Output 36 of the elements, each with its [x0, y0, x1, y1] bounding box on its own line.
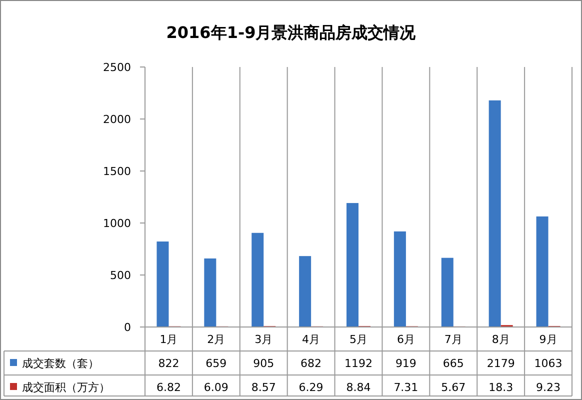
y-tick-label: 1000: [103, 217, 131, 230]
legend-label: 成交面积（万方）: [22, 381, 110, 394]
data-label: 5.67: [441, 381, 466, 394]
x-tick-label: 6月: [396, 333, 415, 346]
data-label: 8.57: [251, 381, 276, 394]
data-label: 8.84: [346, 381, 371, 394]
y-tick-label: 2000: [103, 113, 131, 126]
x-tick-label: 2月: [207, 333, 226, 346]
data-label: 1063: [534, 357, 562, 370]
x-tick-label: 3月: [254, 333, 273, 346]
data-label: 6.09: [204, 381, 228, 394]
data-label: 9.23: [536, 381, 561, 394]
y-tick-label: 1500: [103, 165, 131, 178]
y-tick-label: 2500: [103, 61, 131, 74]
x-tick-label: 9月: [539, 333, 558, 346]
data-label: 1192: [344, 357, 372, 370]
x-tick-label: 4月: [302, 333, 320, 346]
y-tick-label: 0: [124, 321, 131, 334]
data-label: 919: [395, 357, 416, 370]
data-label: 659: [206, 357, 227, 370]
x-tick-label: 7月: [444, 333, 462, 346]
data-label: 6.29: [298, 381, 324, 394]
x-tick-label: 8月: [492, 333, 510, 346]
legend-label: 成交套数（套）: [22, 357, 99, 370]
chart-title: 2016年1-9月景洪商品房成交情况: [166, 23, 417, 42]
x-tick-label: 1月: [160, 333, 178, 346]
data-label: 665: [442, 357, 464, 370]
data-label: 682: [300, 357, 322, 370]
data-label: 2179: [486, 357, 515, 370]
data-label: 7.31: [394, 381, 418, 394]
y-tick-label: 500: [110, 269, 131, 282]
data-label: 905: [253, 357, 274, 370]
data-label: 822: [158, 357, 180, 370]
data-label: 18.3: [488, 381, 514, 394]
data-label: 6.82: [156, 381, 181, 394]
x-tick-label: 5月: [350, 333, 368, 346]
